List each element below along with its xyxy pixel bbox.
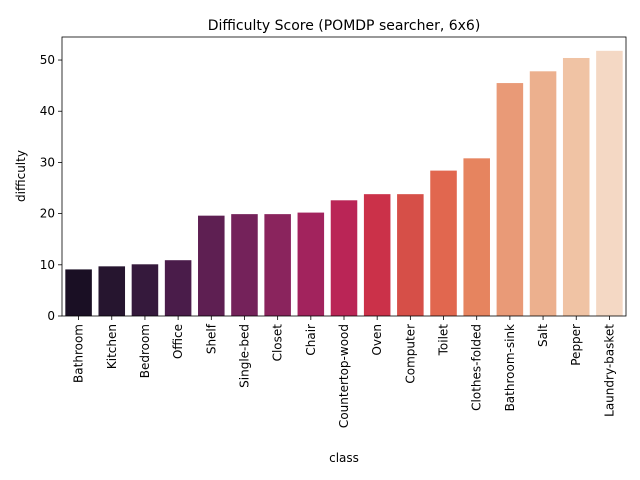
bar-single-bed — [231, 214, 258, 316]
x-tick-label: Bathroom-sink — [503, 324, 517, 411]
bars-group — [65, 50, 623, 317]
y-axis-ticks: 0 10 20 30 40 50 — [40, 53, 62, 323]
x-tick-label: Bathroom — [72, 324, 86, 383]
y-tick-label: 50 — [40, 53, 55, 67]
x-tick-label: Single-bed — [237, 324, 251, 388]
bar-countertop-wood — [330, 200, 358, 316]
x-tick-label: Computer — [403, 324, 417, 384]
x-tick-label: Oven — [370, 324, 384, 356]
bar-bathroom-sink — [496, 83, 524, 316]
x-axis-ticks: Bathroom Kitchen Bedroom Office Shelf Single-… — [72, 316, 616, 428]
bar-office — [164, 260, 192, 316]
y-axis-label: difficulty — [14, 150, 28, 202]
bar-chair — [297, 212, 325, 316]
bar-kitchen — [98, 266, 126, 316]
x-tick-label: Pepper — [569, 324, 583, 366]
bar-bedroom — [131, 264, 159, 316]
x-tick-label: Chair — [304, 324, 318, 356]
y-tick-label: 10 — [40, 258, 55, 272]
x-tick-label: Kitchen — [105, 324, 119, 369]
bar-salt — [529, 71, 557, 316]
bar-computer — [397, 194, 424, 316]
x-tick-label: Countertop-wood — [337, 324, 351, 428]
x-tick-label: Shelf — [204, 323, 218, 354]
bar-oven — [363, 194, 391, 316]
y-tick-label: 30 — [40, 155, 55, 169]
x-tick-label: Toilet — [437, 324, 451, 357]
chart-title: Difficulty Score (POMDP searcher, 6x6) — [208, 18, 481, 34]
x-tick-label: Bedroom — [138, 324, 152, 378]
bar-shelf — [198, 215, 225, 316]
bar-pepper — [562, 57, 590, 317]
plot-frame — [61, 36, 627, 317]
x-tick-label: Clothes-folded — [470, 324, 484, 411]
bar-closet — [264, 214, 291, 316]
x-axis-label: class — [329, 451, 359, 465]
x-tick-label: Laundry-basket — [602, 324, 616, 417]
bar-clothes-folded — [463, 158, 490, 316]
bar-bathroom — [65, 269, 92, 316]
bar-toilet — [430, 170, 457, 316]
x-tick-label: Closet — [271, 324, 285, 362]
x-tick-label: Office — [171, 324, 185, 359]
y-tick-label: 0 — [47, 309, 55, 323]
y-tick-label: 40 — [40, 104, 55, 118]
bar-laundry-basket — [596, 50, 623, 316]
y-tick-label: 20 — [40, 207, 55, 221]
x-tick-label: Salt — [536, 324, 550, 347]
